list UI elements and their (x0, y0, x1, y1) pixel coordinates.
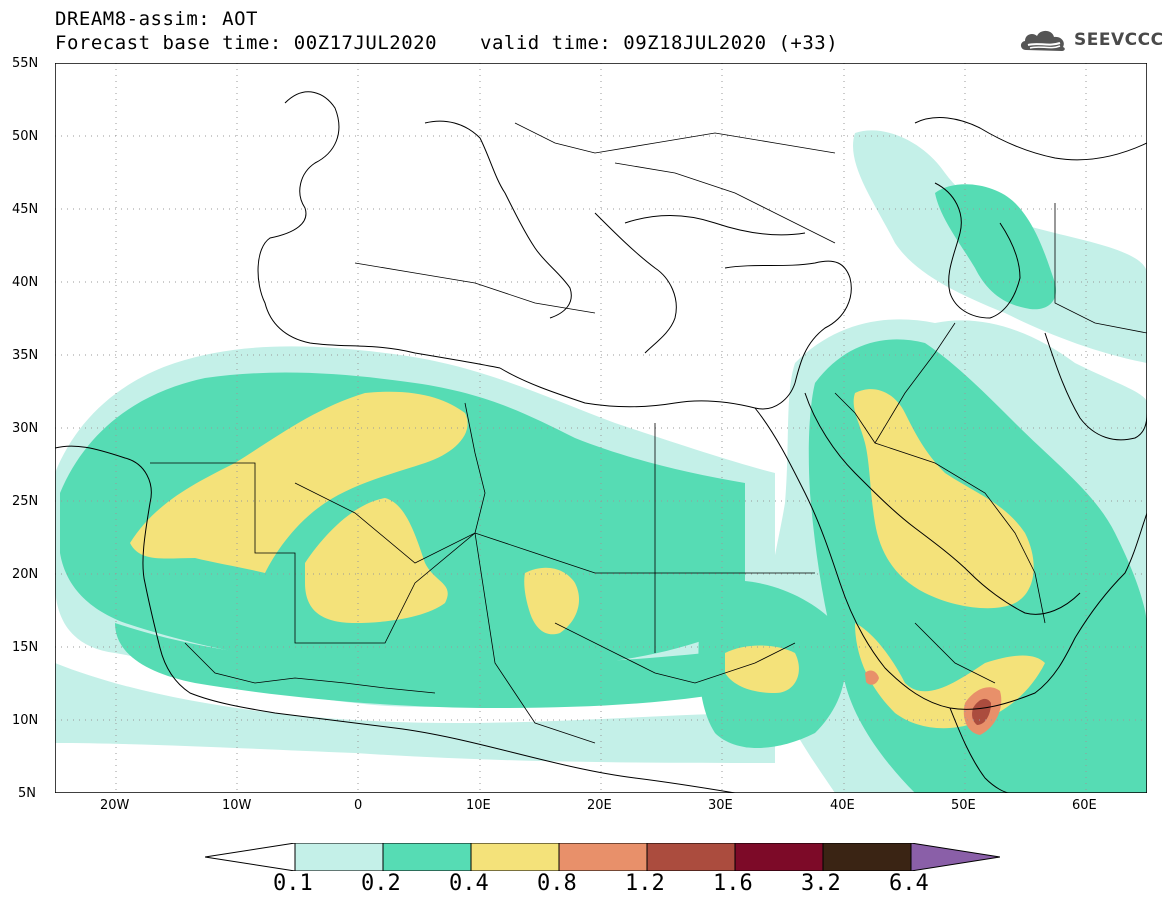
colorbar-label-0.8: 0.8 (537, 871, 577, 896)
lat-label-20n: 20N (12, 567, 39, 582)
aot-0.4-arabia (853, 389, 1034, 609)
colorbar-label-0.4: 0.4 (449, 871, 489, 896)
aot-0.4-central-sahara (305, 498, 448, 623)
aot-0.2-caspian (935, 184, 1056, 310)
aot-1.2-somalia (972, 698, 991, 725)
lon-label-20w: 20W (100, 798, 130, 813)
lat-label-25n: 25N (12, 494, 39, 509)
colorbar-label-1.6: 1.6 (713, 871, 753, 896)
aot-field (55, 130, 1147, 793)
lon-label-10w: 10W (222, 798, 252, 813)
lon-label-40e: 40E (830, 798, 855, 813)
colorbar-label-6.4: 6.4 (889, 871, 929, 896)
colorbar-high-arrow (910, 843, 1000, 871)
colorbar-label-1.2: 1.2 (625, 871, 665, 896)
colorbar-label-0.1: 0.1 (273, 871, 313, 896)
grid-lines (55, 63, 1147, 793)
colorbar-segment-1.6-3.2 (734, 843, 824, 871)
coastlines (55, 91, 1147, 793)
lon-label-60e: 60E (1072, 798, 1097, 813)
lon-label-50e: 50E (951, 798, 976, 813)
colorbar-segment-0.4-0.8 (470, 843, 560, 871)
colorbar-segment-0.2-0.4 (382, 843, 472, 871)
seevccc-logo: SEEVCCC (1018, 26, 1164, 54)
aot-colorbar (205, 843, 1000, 871)
aot-0.4-chad (524, 567, 580, 635)
aot-0.8-yemen (865, 670, 879, 685)
colorbar-label-0.2: 0.2 (361, 871, 401, 896)
aot-map (55, 63, 1147, 793)
colorbar-low-arrow (205, 843, 296, 871)
colorbar-segment-3.2-6.4 (822, 843, 912, 871)
lat-label-10n: 10N (12, 713, 39, 728)
aot-0.2-sahel (115, 623, 775, 708)
title-line-2: Forecast base time: 00Z17JUL2020 (55, 32, 438, 54)
colorbar-segment-0.8-1.2 (558, 843, 648, 871)
lat-label-50n: 50N (12, 129, 39, 144)
lon-label-30e: 30E (708, 798, 733, 813)
aot-0.1-africa-south (55, 663, 775, 763)
valid-time: valid time: 09Z18JUL2020 (+33) (480, 32, 839, 54)
lat-label-40n: 40N (12, 275, 39, 290)
lat-label-55n: 55N (12, 56, 39, 71)
aot-0.4-ethiopia (725, 645, 799, 693)
borders (150, 122, 1147, 744)
aot-0.4-west-sahara (130, 391, 468, 573)
logo-text: SEEVCCC (1074, 30, 1164, 50)
lat-label-5n: 5N (18, 786, 36, 801)
colorbar-segment-1.2-1.6 (646, 843, 736, 871)
colorbar-label-3.2: 3.2 (801, 871, 841, 896)
lat-label-30n: 30N (12, 421, 39, 436)
lon-label-0: 0 (354, 798, 363, 813)
lat-label-15n: 15N (12, 640, 39, 655)
lat-label-45n: 45N (12, 202, 39, 217)
lat-label-35n: 35N (12, 348, 39, 363)
colorbar-segment-0.1-0.2 (294, 843, 384, 871)
lon-label-20e: 20E (587, 798, 612, 813)
cloud-logo-icon (1020, 30, 1065, 51)
lon-label-10e: 10E (466, 798, 491, 813)
title-line-1: DREAM8-assim: AOT (55, 8, 258, 30)
